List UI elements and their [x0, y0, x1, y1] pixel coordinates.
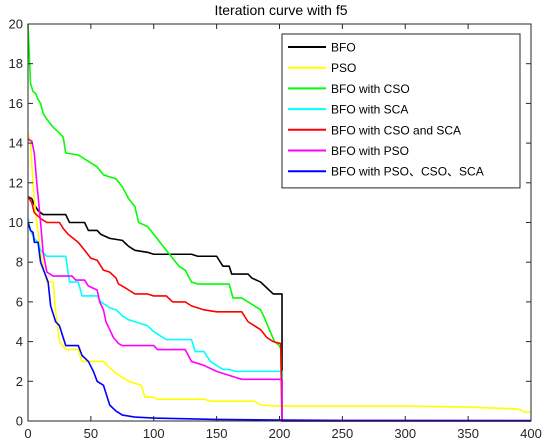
series-line-4 [27, 218, 531, 422]
series-line-2 [27, 132, 531, 413]
legend-label-5: BFO with CSO and SCA [331, 123, 461, 137]
x-tick-label: 350 [457, 426, 479, 441]
axes-layer: 0 50 100 150 200 250 300 350 400 0 2 4 6 8 10 12 14 16 18 2… [9, 17, 542, 442]
x-tick-label: 200 [269, 426, 291, 441]
series-line-3 [27, 23, 531, 422]
series-line-5 [27, 196, 531, 422]
series-line-6 [27, 138, 531, 422]
y-tick-label: 6 [16, 294, 23, 309]
legend: BFO PSO BFO with CSO BFO with SCA BFO with C… [281, 33, 521, 189]
legend-box [281, 33, 521, 189]
y-tick-label: 10 [9, 215, 23, 230]
series-line-1 [27, 195, 531, 422]
y-tick-label: 12 [9, 175, 23, 190]
y-tick-label: 4 [16, 334, 23, 349]
y-tick-label: 2 [16, 374, 23, 389]
chart-title: Iteration curve with f5 [214, 2, 347, 18]
legend-label-6: BFO with PSO [331, 144, 409, 158]
legend-label-2: PSO [331, 61, 356, 75]
legend-label-4: BFO with SCA [331, 103, 408, 117]
series-layer [27, 23, 532, 422]
x-tick-label: 100 [143, 426, 165, 441]
x-tick-label: 50 [84, 426, 98, 441]
x-tick-label: 150 [206, 426, 228, 441]
y-tick-label: 0 [16, 414, 23, 429]
x-tick-label: 0 [24, 426, 31, 441]
y-tick-label: 18 [9, 56, 23, 71]
legend-label-1: BFO [331, 41, 356, 55]
x-tick-label: 300 [394, 426, 416, 441]
legend-label-3: BFO with CSO [331, 82, 410, 96]
legend-label-7: BFO with PSO、CSO、SCA [331, 165, 484, 179]
y-tick-label: 8 [16, 255, 23, 270]
y-tick-label: 14 [9, 136, 23, 151]
y-tick-label: 16 [9, 96, 23, 111]
y-tick-label: 20 [9, 17, 23, 32]
x-tick-label: 400 [520, 426, 542, 441]
x-tick-label: 250 [332, 426, 354, 441]
series-line-7 [27, 222, 532, 422]
